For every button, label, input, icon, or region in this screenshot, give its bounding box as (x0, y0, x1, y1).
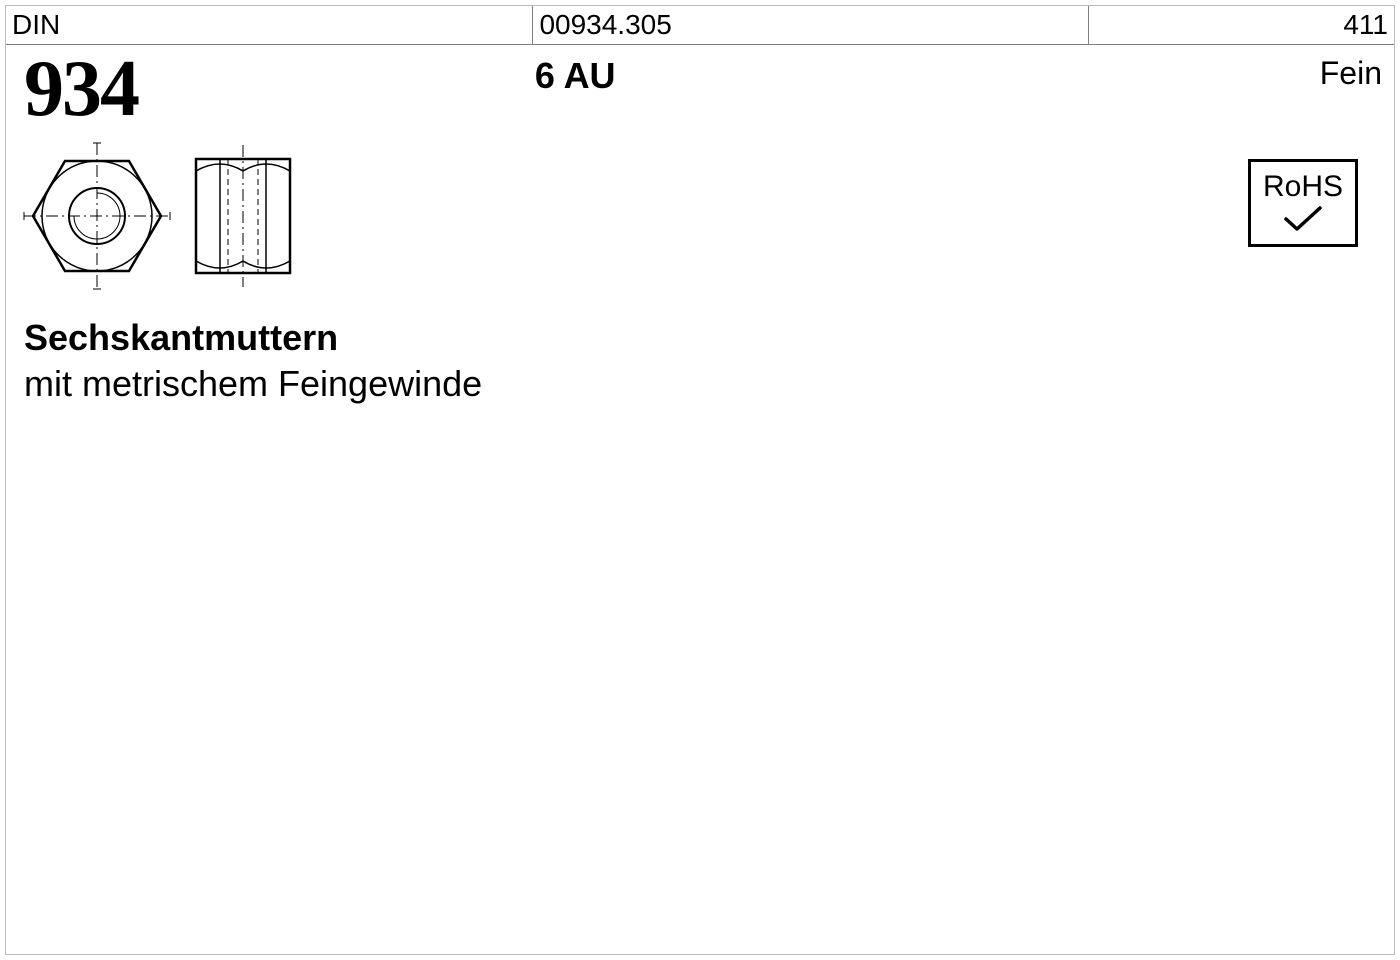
header-code: 411 (1089, 6, 1394, 44)
compliance-block: RoHS (1248, 159, 1358, 247)
checkmark-icon (1282, 204, 1324, 234)
header-standard-org: DIN (6, 6, 533, 44)
hex-nut-top-view-icon (22, 141, 172, 291)
hex-nut-drawing (22, 141, 298, 291)
datasheet-card: DIN 00934.305 411 934 6 AU Fein (5, 5, 1395, 955)
header-row: DIN 00934.305 411 (6, 6, 1394, 45)
description-title: Sechskantmuttern (24, 315, 1388, 361)
rohs-badge: RoHS (1248, 159, 1358, 247)
rohs-label: RoHS (1263, 170, 1343, 204)
thread-type: Fein (1085, 49, 1388, 92)
header-part-number: 00934.305 (533, 6, 1088, 44)
material-grade: 6 AU (535, 49, 1085, 97)
description-block: Sechskantmuttern mit metrischem Feingewi… (6, 291, 1394, 407)
subheader-row: 934 6 AU Fein (6, 45, 1394, 129)
standard-number: 934 (12, 49, 535, 129)
diagram-row: RoHS (6, 129, 1394, 291)
hex-nut-side-view-icon (188, 141, 298, 291)
description-subtitle: mit metrischem Feingewinde (24, 361, 1388, 407)
